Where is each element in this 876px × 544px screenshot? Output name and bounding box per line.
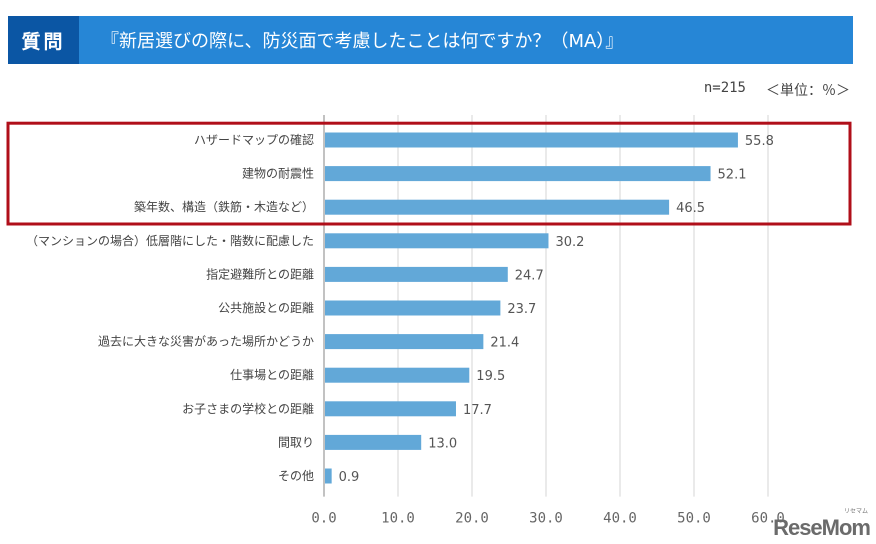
bars (325, 132, 738, 484)
logo-text: ReseMom (773, 515, 871, 540)
value-label: 13.0 (428, 436, 457, 451)
highlight-group (6, 121, 852, 226)
category-label: 建物の耐震性 (242, 167, 314, 181)
sample-size: n=215 (703, 80, 746, 96)
category-label: 築年数、構造（鉄筋・木造など） (134, 199, 314, 214)
category-label: （マンションの場合）低層階にした・階数に配慮した (26, 233, 314, 248)
x-tick-label: 20.0 (455, 511, 489, 527)
question-title: 『新居選びの際に、防災面で考慮したことは何ですか？（MA）』 (101, 31, 624, 52)
bar (325, 300, 501, 316)
category-label: その他 (278, 469, 314, 483)
value-label: 19.5 (476, 369, 505, 384)
x-tick-label: 50.0 (677, 511, 711, 527)
bar (325, 468, 332, 484)
bar (325, 199, 670, 215)
bar (325, 266, 508, 282)
unit-label: ＜単位：％＞ (766, 83, 850, 99)
value-label: 30.2 (555, 235, 584, 250)
value-label: 24.7 (515, 268, 544, 283)
category-label: 間取り (278, 435, 314, 449)
value-label: 21.4 (490, 336, 519, 351)
category-label: 仕事場との距離 (230, 368, 314, 382)
x-tick-labels: 0.0 10.0 20.0 30.0 40.0 50.0 60.0 (311, 511, 785, 527)
value-label: 0.9 (339, 470, 360, 485)
value-label: 55.8 (745, 134, 774, 149)
value-label: 17.7 (463, 403, 492, 418)
category-label: ハザードマップの確認 (194, 132, 314, 147)
x-tick-label: 60.0 (751, 511, 785, 527)
logo-ruby: リセマム (843, 508, 868, 515)
bar (325, 401, 456, 417)
x-tick-label: 30.0 (529, 511, 563, 527)
bar (325, 166, 711, 182)
value-label: 46.5 (676, 201, 705, 216)
question-tag: 質問 (8, 16, 79, 64)
highlight-box (6, 121, 852, 226)
category-label: 公共施設との距離 (218, 300, 314, 315)
category-label: 過去に大きな災害があった場所かどうか (98, 334, 314, 349)
question-header: 質問 『新居選びの際に、防災面で考慮したことは何ですか？（MA）』 (8, 16, 853, 64)
chart-meta: n=215 ＜単位：％＞ (704, 80, 850, 100)
category-label: 指定避難所との距離 (206, 266, 314, 281)
value-label: 52.1 (718, 168, 747, 183)
bar (325, 434, 422, 450)
bar (325, 334, 484, 350)
category-label: お子さまの学校との距離 (182, 401, 314, 416)
bar (325, 132, 738, 148)
x-tick-label: 0.0 (311, 511, 336, 527)
bar (325, 233, 549, 249)
value-labels: 55.8 52.1 46.5 30.2 24.7 23.7 21.4 19.5 17.7 13.0… (339, 134, 774, 485)
bar (325, 367, 470, 383)
x-tick-label: 10.0 (381, 511, 415, 527)
x-tick-label: 40.0 (603, 511, 637, 527)
resemom-logo: リセマム ReseMom (770, 508, 871, 542)
value-label: 23.7 (507, 302, 536, 317)
